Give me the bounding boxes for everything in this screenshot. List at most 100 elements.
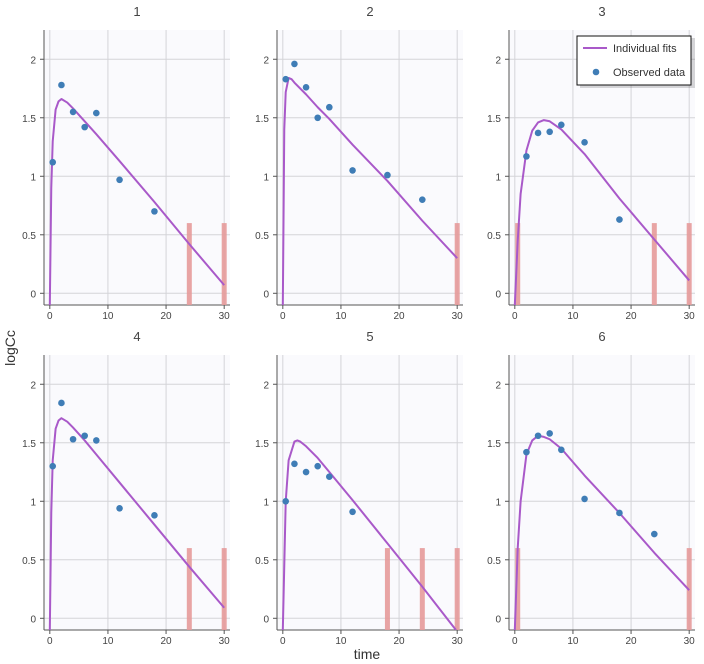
observed-point [384,171,391,179]
bar-mark [515,223,521,305]
x-tick-label: 0 [47,311,53,322]
observed-point [291,460,298,468]
y-tick-label: 1 [495,497,501,508]
panel-4: 0 10 20 30 0 0.5 1 1.5 2 4 [22,329,230,647]
plot-area [48,81,227,305]
y-tick-label: 1 [263,172,269,183]
panel-6: 0 10 20 30 0 0.5 1 1.5 2 6 [487,329,695,647]
plot-background [44,30,230,305]
y-tick-label: 1.5 [22,439,36,450]
panel-5: 0 10 20 30 0 0.5 1 1.5 2 5 [255,329,463,647]
y-tick-label: 0 [495,614,501,625]
observed-point [49,158,57,166]
observed-point [534,129,542,137]
observed-point [616,216,623,223]
y-tick-label: 1.5 [255,114,269,125]
observed-point [349,508,356,516]
panel-title: 3 [598,4,605,19]
y-tick-label: 1.5 [487,439,501,450]
panel-title: 6 [598,329,605,344]
observed-point [69,435,77,443]
observed-point [558,121,565,129]
panel-title: 5 [366,329,373,344]
panel-2: 0 10 20 30 0 0.5 1 1.5 2 2 [255,4,463,322]
y-tick-label: 2 [30,55,36,66]
observed-point [349,167,356,174]
legend-fit-label: Individual fits [613,43,677,55]
observed-point [151,512,158,519]
y-tick-label: 2 [495,380,501,391]
x-tick-label: 0 [280,311,286,322]
x-tick-label: 20 [161,636,173,647]
bar-mark [419,548,425,630]
x-tick-label: 0 [512,636,518,647]
observed-point [49,462,57,470]
panel-title: 1 [133,4,140,19]
observed-point [116,176,123,184]
x-tick-label: 10 [335,636,347,647]
observed-point [58,399,65,407]
y-tick-label: 0.5 [255,556,269,567]
x-tick-label: 10 [335,311,347,322]
fit-line [48,417,225,630]
y-tick-label: 1.5 [22,114,36,125]
bar-mark [384,548,390,630]
x-tick-label: 0 [512,311,518,322]
legend: Individual fits Observed data [576,35,695,88]
x-tick-label: 30 [684,636,696,647]
x-tick-label: 30 [452,636,464,647]
observed-point [651,530,658,538]
x-tick-label: 30 [219,636,231,647]
observed-point [314,462,321,470]
observed-point [302,468,310,476]
observed-point [326,473,333,481]
bar-mark [221,548,227,630]
x-tick-label: 30 [452,311,464,322]
panel-1: 0 10 20 30 0 0.5 1 1.5 2 1 [22,4,230,322]
bar-mark [186,223,192,305]
fit-line [281,439,457,630]
observed-point [616,509,623,517]
legend-observed-swatch [592,68,600,76]
observed-point [81,123,88,131]
plot-area [281,60,460,305]
plot-background [509,355,695,630]
observed-point [546,430,553,437]
observed-point [69,108,77,116]
observed-point [419,196,426,203]
plot-area [48,399,227,630]
observed-point [534,432,542,440]
y-tick-label: 1.5 [487,114,501,125]
observed-point [581,495,588,503]
observed-point [523,153,530,160]
observed-point [81,432,88,440]
x-tick-label: 0 [47,636,53,647]
panel-title: 2 [366,4,373,19]
fit-line [513,119,690,305]
y-tick-label: 2 [263,380,269,391]
plot-area [513,430,692,630]
y-tick-label: 0 [30,614,36,625]
observed-point [282,75,290,83]
observed-point [93,437,100,444]
bar-mark [186,548,192,630]
x-tick-label: 0 [280,636,286,647]
observed-point [523,448,530,456]
bar-mark [454,548,460,630]
x-tick-label: 30 [219,311,231,322]
bar-mark [686,223,692,305]
observed-point [58,81,65,89]
observed-point [326,103,333,111]
legend-box [576,35,692,86]
y-tick-label: 0.5 [22,231,36,242]
fit-line [281,76,458,305]
plot-area [513,119,692,305]
y-tick-label: 0.5 [487,231,501,242]
y-tick-label: 2 [495,55,501,66]
plot-background [277,355,463,630]
x-tick-label: 10 [567,636,579,647]
fit-line [48,98,225,305]
x-tick-label: 10 [102,636,114,647]
y-tick-label: 0.5 [22,556,36,567]
